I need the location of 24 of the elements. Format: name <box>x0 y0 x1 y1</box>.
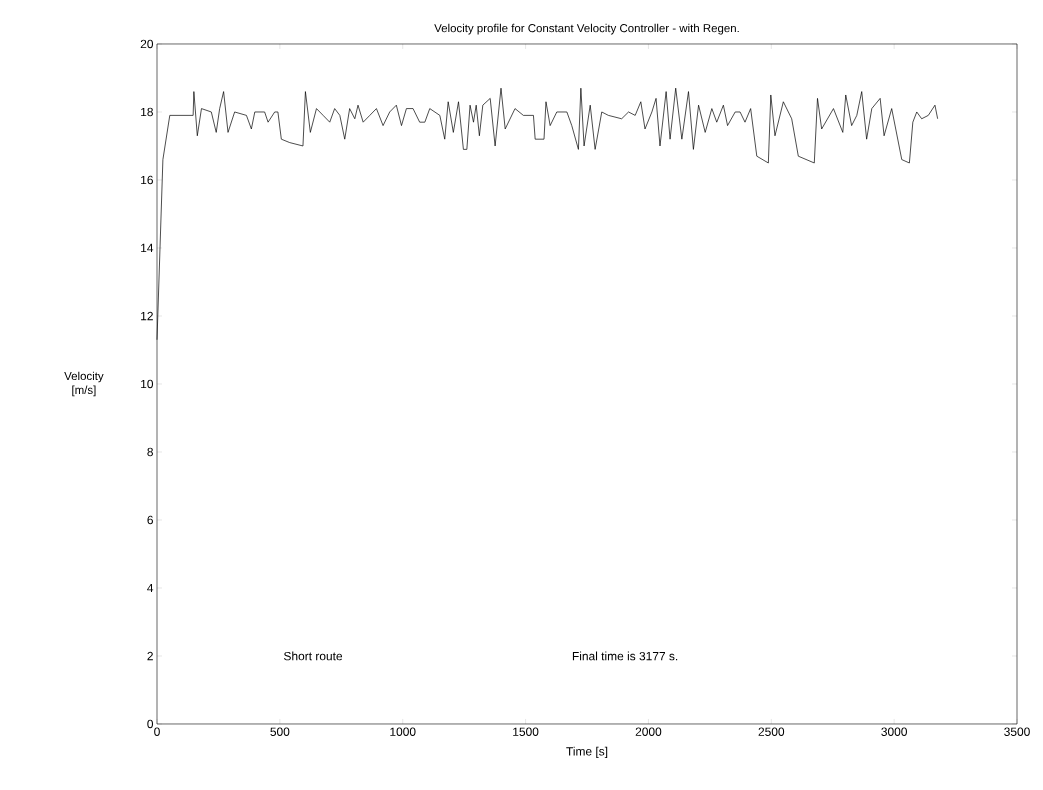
x-axis-title: Time [s] <box>566 746 608 758</box>
y-tick-label: 10 <box>141 379 154 389</box>
x-tick-label: 2000 <box>635 727 662 736</box>
x-tick-label: 1500 <box>513 727 539 736</box>
x-tick-label: 0 <box>154 727 160 736</box>
y-tick-label: 8 <box>147 447 153 457</box>
y-tick-label: 18 <box>141 107 153 117</box>
annotation: Final time is 3177 s. <box>572 651 678 661</box>
y-tick-label: 14 <box>141 243 154 253</box>
y-tick-label: 12 <box>141 311 153 321</box>
y-tick-label: 20 <box>140 39 154 49</box>
chart-title: Velocity profile for Constant Velocity Controller - with Regen. <box>434 23 739 35</box>
x-tick-label: 500 <box>270 727 290 736</box>
y-tick-label: 6 <box>147 515 153 525</box>
y-tick-label: 4 <box>147 583 154 593</box>
x-tick-label: 3500 <box>1004 727 1030 736</box>
y-tick-label: 0 <box>147 719 154 729</box>
annotation: Short route <box>284 651 343 661</box>
y-tick-label: 2 <box>147 651 153 661</box>
x-tick-label: 1000 <box>390 727 416 736</box>
x-tick-label: 3000 <box>881 727 907 736</box>
y-tick-label: 16 <box>141 175 153 185</box>
x-tick-label: 2500 <box>758 727 785 736</box>
y-axis-title: Velocity [m/s] <box>64 371 104 397</box>
